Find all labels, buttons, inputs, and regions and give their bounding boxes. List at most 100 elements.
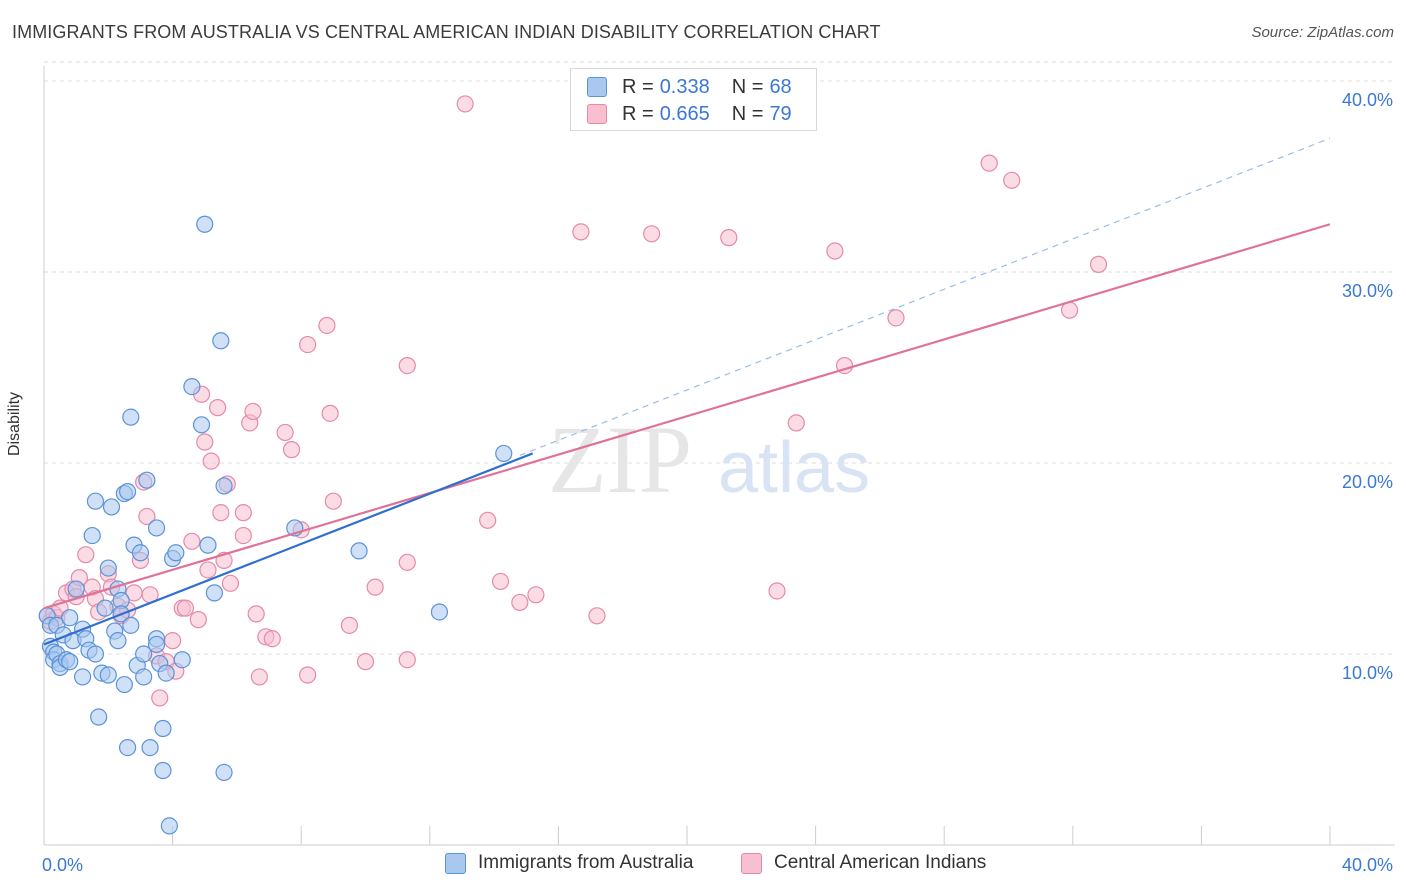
- y-tick-label: 30.0%: [1342, 281, 1393, 301]
- point-australia: [118, 738, 137, 757]
- point-australia: [147, 519, 166, 537]
- point-central-american: [234, 504, 252, 522]
- point-central-american: [826, 242, 844, 260]
- point-central-american: [151, 689, 169, 707]
- y-tick-label: 10.0%: [1342, 663, 1393, 683]
- point-australia: [122, 408, 140, 426]
- point-australia: [154, 719, 172, 738]
- point-central-american: [164, 632, 182, 650]
- point-australia: [192, 416, 211, 434]
- point-australia: [430, 603, 449, 621]
- point-australia: [118, 483, 137, 501]
- point-australia: [350, 542, 368, 560]
- point-australia: [135, 645, 153, 663]
- point-central-american: [318, 316, 336, 335]
- point-central-american: [183, 532, 201, 550]
- point-central-american: [196, 433, 214, 451]
- point-australia: [157, 664, 175, 682]
- point-central-american: [299, 335, 317, 354]
- point-central-american: [234, 526, 252, 545]
- point-australia: [73, 668, 92, 686]
- point-central-american: [588, 607, 606, 625]
- point-central-american: [456, 95, 474, 113]
- point-australia: [196, 215, 214, 233]
- point-australia: [135, 668, 153, 686]
- r-value: 0.338: [659, 75, 710, 98]
- point-australia: [122, 616, 140, 634]
- data-points: [38, 95, 1108, 835]
- point-australia: [205, 584, 223, 602]
- point-central-american: [787, 414, 805, 432]
- trend-line-australia: [43, 452, 534, 646]
- legend-swatch-blue: [445, 852, 466, 874]
- point-central-american: [176, 599, 195, 617]
- point-central-american: [209, 399, 227, 417]
- point-australia: [154, 761, 172, 780]
- point-australia: [96, 599, 114, 617]
- series-legend: Immigrants from Australia Central Americ…: [0, 852, 1406, 878]
- trend-lines: [43, 137, 1331, 646]
- point-central-american: [221, 574, 240, 592]
- point-australia: [215, 763, 233, 782]
- point-central-american: [299, 666, 317, 684]
- chart-title: IMMIGRANTS FROM AUSTRALIA VS CENTRAL AME…: [12, 22, 881, 42]
- point-central-american: [340, 616, 359, 634]
- y-tick-label: 40.0%: [1342, 90, 1393, 110]
- point-central-american: [643, 225, 661, 243]
- point-central-american: [398, 356, 416, 375]
- point-central-american: [202, 452, 220, 470]
- x-tick-label: 0.0%: [42, 855, 83, 875]
- point-australia: [183, 378, 201, 396]
- legend-item-australia[interactable]: Immigrants from Australia: [445, 852, 693, 874]
- r-value: 0.665: [659, 102, 710, 125]
- point-australia: [495, 444, 513, 463]
- point-australia: [131, 544, 150, 562]
- point-australia: [61, 653, 79, 671]
- point-australia: [90, 708, 108, 726]
- point-australia: [173, 651, 191, 669]
- point-central-american: [250, 668, 269, 686]
- point-australia: [109, 632, 127, 650]
- n-value: 68: [769, 75, 792, 98]
- legend-label: Immigrants from Australia: [478, 852, 694, 873]
- point-australia: [215, 477, 233, 495]
- point-central-american: [527, 586, 545, 604]
- point-central-american: [247, 605, 265, 623]
- n-value: 79: [769, 102, 792, 125]
- point-central-american: [768, 582, 786, 600]
- point-australia: [86, 645, 105, 663]
- stats-row-central-american: R = 0.665 N = 79: [587, 102, 792, 126]
- point-central-american: [199, 561, 217, 579]
- watermark-atlas: atlas: [718, 428, 870, 508]
- point-australia: [99, 666, 117, 684]
- point-central-american: [244, 402, 262, 421]
- legend-swatch-pink: [741, 852, 762, 874]
- point-central-american: [491, 572, 510, 591]
- point-australia: [83, 526, 101, 545]
- point-central-american: [511, 593, 529, 612]
- legend-item-central-american[interactable]: Central American Indians: [741, 852, 986, 874]
- legend-label: Central American Indians: [774, 852, 987, 873]
- point-central-american: [366, 578, 384, 596]
- point-australia: [115, 675, 133, 694]
- point-central-american: [324, 492, 342, 510]
- point-australia: [167, 544, 185, 562]
- trend-dashed-extension: [519, 137, 1331, 456]
- point-central-american: [398, 651, 416, 669]
- point-australia: [61, 609, 79, 627]
- axes: [43, 66, 1395, 846]
- point-central-american: [282, 441, 301, 459]
- source-label: Source: ZipAtlas.com: [1251, 24, 1394, 41]
- point-central-american: [321, 404, 339, 422]
- point-central-american: [263, 630, 281, 648]
- point-central-american: [720, 229, 738, 247]
- point-australia: [141, 738, 159, 757]
- r-label: R =: [622, 102, 654, 125]
- point-central-american: [138, 507, 156, 526]
- stats-legend: R = 0.338 N = 68 R = 0.665 N = 79: [570, 68, 817, 131]
- y-tick-label: 20.0%: [1342, 472, 1393, 492]
- r-label: R =: [622, 75, 654, 98]
- point-central-american: [356, 653, 375, 671]
- swatch-pink: [587, 104, 607, 124]
